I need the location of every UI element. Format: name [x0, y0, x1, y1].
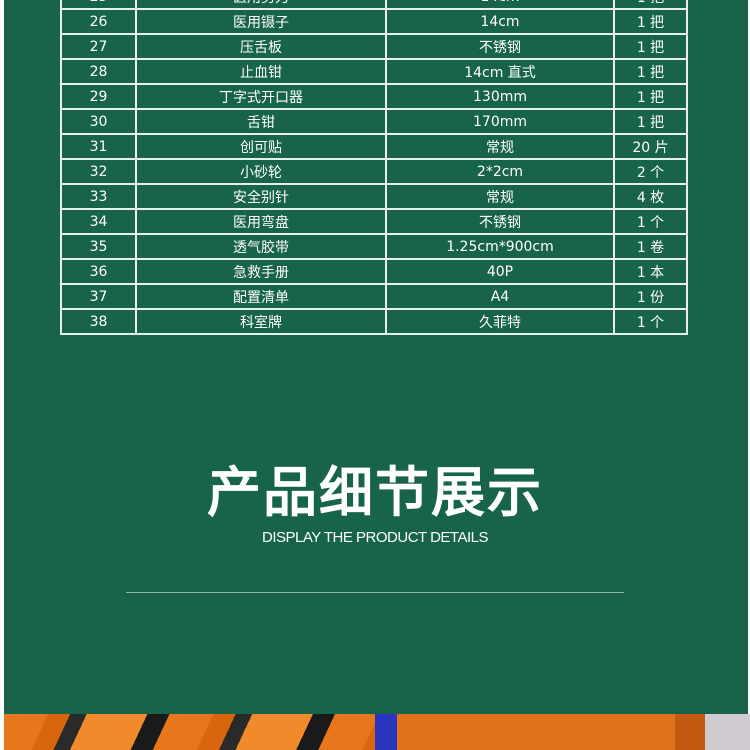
item-quantity: 1 把 — [613, 83, 688, 110]
item-quantity: 1 卷 — [613, 233, 688, 260]
item-quantity: 1 把 — [613, 0, 688, 10]
item-spec: 170mm — [385, 108, 615, 135]
item-name: 医用镊子 — [135, 8, 387, 35]
item-spec: 14cm — [385, 8, 615, 35]
table-row: 30 舌钳 170mm 1 把 — [60, 108, 688, 135]
row-number: 34 — [60, 208, 137, 235]
row-number: 27 — [60, 33, 137, 60]
item-name: 透气胶带 — [135, 233, 387, 260]
section-title: 产品细节展示 — [207, 461, 543, 524]
table-row: 31 创可贴 常规 20 片 — [60, 133, 688, 160]
table-row: 36 急救手册 40P 1 本 — [60, 258, 688, 285]
item-spec: 不锈钢 — [385, 208, 615, 235]
row-number: 28 — [60, 58, 137, 85]
table-row: 28 止血钳 14cm 直式 1 把 — [60, 58, 688, 85]
item-quantity: 1 个 — [613, 208, 688, 235]
item-spec: 不锈钢 — [385, 33, 615, 60]
item-spec: 常规 — [385, 183, 615, 210]
table-row: 37 配置清单 A4 1 份 — [60, 283, 688, 310]
item-name: 科室牌 — [135, 308, 387, 335]
item-spec: 40P — [385, 258, 615, 285]
row-number: 25 — [60, 0, 137, 10]
item-spec: 14cm 直式 — [385, 58, 615, 85]
item-spec: 1.25cm*900cm — [385, 233, 615, 260]
row-number: 38 — [60, 308, 137, 335]
table-row: 26 医用镊子 14cm 1 把 — [60, 8, 688, 35]
table-row: 34 医用弯盘 不锈钢 1 个 — [60, 208, 688, 235]
row-number: 31 — [60, 133, 137, 160]
item-name: 丁字式开口器 — [135, 83, 387, 110]
item-name: 小砂轮 — [135, 158, 387, 185]
table-row: 32 小砂轮 2*2cm 2 个 — [60, 158, 688, 185]
table-row: 38 科室牌 久菲特 1 个 — [60, 308, 688, 335]
table-row: 35 透气胶带 1.25cm*900cm 1 卷 — [60, 233, 688, 260]
item-spec: 久菲特 — [385, 308, 615, 335]
item-spec: 常规 — [385, 133, 615, 160]
item-quantity: 1 把 — [613, 33, 688, 60]
item-spec: 2*2cm — [385, 158, 615, 185]
row-number: 37 — [60, 283, 137, 310]
row-number: 33 — [60, 183, 137, 210]
row-number: 32 — [60, 158, 137, 185]
section-subtitle: DISPLAY THE PRODUCT DETAILS — [261, 529, 489, 546]
item-name: 配置清单 — [135, 283, 387, 310]
item-name: 急救手册 — [135, 258, 387, 285]
item-name: 压舌板 — [135, 33, 387, 60]
item-name: 止血钳 — [135, 58, 387, 85]
item-name: 安全别针 — [135, 183, 387, 210]
item-quantity: 1 个 — [613, 308, 688, 335]
table-row: 33 安全别针 常规 4 枚 — [60, 183, 688, 210]
item-quantity: 1 份 — [613, 283, 688, 310]
product-detail-photo-right — [375, 714, 750, 750]
row-number: 29 — [60, 83, 137, 110]
table-row: 29 丁字式开口器 130mm 1 把 — [60, 83, 688, 110]
item-quantity: 1 把 — [613, 108, 688, 135]
item-quantity: 1 把 — [613, 8, 688, 35]
row-number: 36 — [60, 258, 137, 285]
item-quantity: 1 本 — [613, 258, 688, 285]
item-name: 医用弯盘 — [135, 208, 387, 235]
item-quantity: 2 个 — [613, 158, 688, 185]
item-name: 创可贴 — [135, 133, 387, 160]
product-detail-photo-left — [4, 714, 375, 750]
divider — [126, 592, 624, 593]
row-number: 30 — [60, 108, 137, 135]
item-quantity: 1 把 — [613, 58, 688, 85]
item-name: 舌钳 — [135, 108, 387, 135]
item-spec: 130mm — [385, 83, 615, 110]
table-row: 27 压舌板 不锈钢 1 把 — [60, 33, 688, 60]
item-quantity: 4 枚 — [613, 183, 688, 210]
item-quantity: 20 片 — [613, 133, 688, 160]
item-spec: A4 — [385, 283, 615, 310]
row-number: 35 — [60, 233, 137, 260]
item-name: 医用剪刀 — [135, 0, 387, 10]
table-row: 25医用剪刀14cm1 把 — [60, 0, 688, 10]
item-spec: 14cm — [385, 0, 615, 10]
row-number: 26 — [60, 8, 137, 35]
